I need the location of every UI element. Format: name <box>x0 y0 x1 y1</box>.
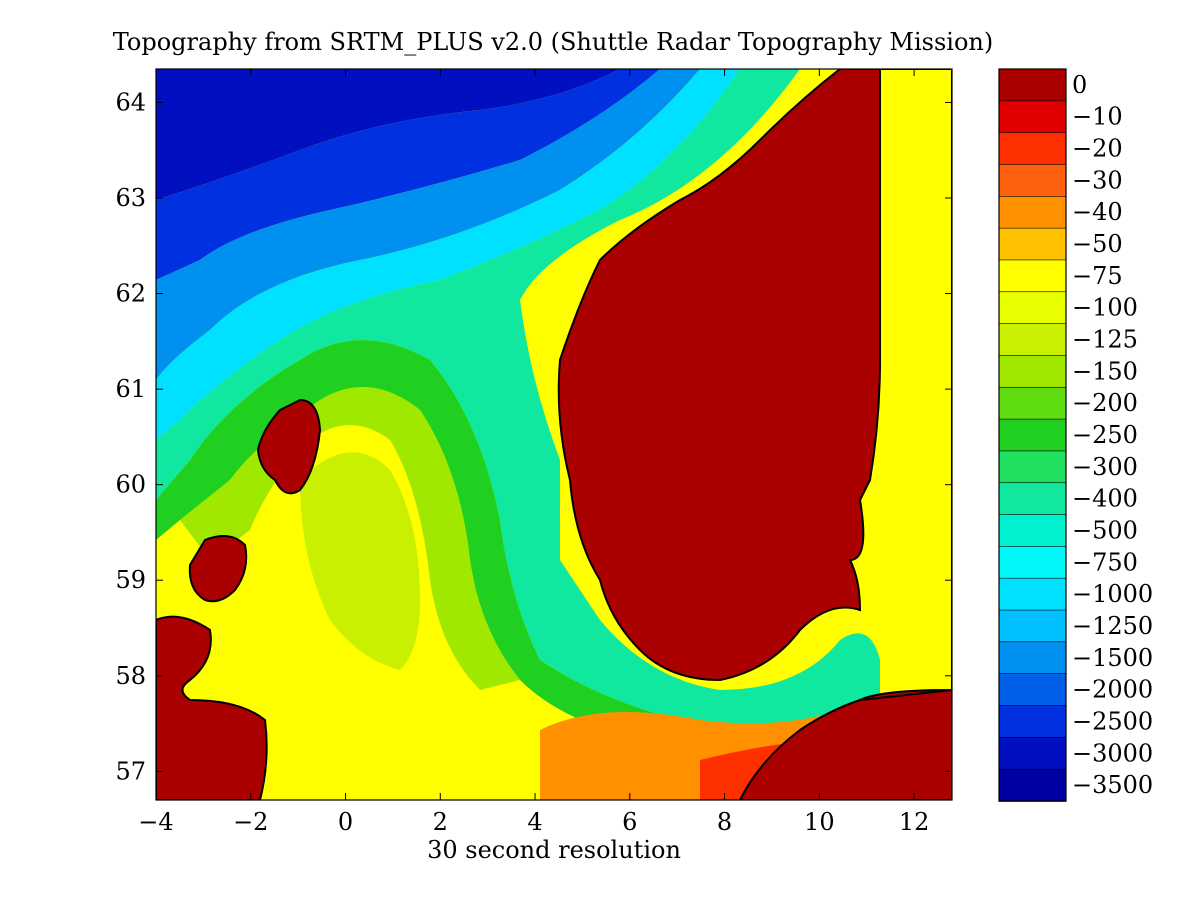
colorbar-level-label: −2500 <box>1072 707 1153 735</box>
colorbar-level-label: −100 <box>1072 294 1138 322</box>
y-tick-label: 57 <box>115 757 146 785</box>
colorbar-level-label: −3000 <box>1072 739 1153 767</box>
colorbar-swatch <box>998 227 1067 261</box>
colorbar-level-label: −1250 <box>1072 612 1153 640</box>
colorbar-swatch <box>998 450 1067 484</box>
y-tick-label: 62 <box>115 280 146 308</box>
land-shetland <box>256 398 322 495</box>
land-norway <box>557 69 952 800</box>
map-area <box>156 69 952 800</box>
colorbar-swatch <box>998 514 1067 548</box>
contour-band-500 <box>156 69 880 730</box>
colorbar-level-label: −300 <box>1072 453 1138 481</box>
x-tick-label: 4 <box>527 808 542 836</box>
colorbar-swatch <box>998 259 1067 293</box>
colorbar-swatch <box>998 705 1067 739</box>
colorbar-swatch <box>998 196 1067 229</box>
colorbar-level-label: −125 <box>1072 326 1138 354</box>
colorbar-level-label: −50 <box>1072 230 1123 258</box>
colorbar-swatch <box>998 673 1067 707</box>
plot-title: Topography from SRTM_PLUS v2.0 (Shuttle … <box>112 28 994 56</box>
colorbar-swatch <box>998 641 1067 675</box>
contour-band-2500 <box>156 69 660 280</box>
x-tick-label: −4 <box>138 808 173 836</box>
land-scotland <box>156 615 268 800</box>
y-axis-ticks: 64 63 62 61 60 59 58 57 <box>115 88 952 785</box>
colorbar-level-label: 0 <box>1072 71 1087 99</box>
x-tick-label: 2 <box>433 808 448 836</box>
colorbar-level-label: −500 <box>1072 516 1138 544</box>
colorbar-swatch <box>998 768 1067 802</box>
colorbar-swatch <box>998 609 1067 643</box>
colorbar-swatch <box>998 164 1067 198</box>
x-tick-label: 0 <box>338 808 353 836</box>
y-tick-label: 59 <box>115 566 146 594</box>
colorbar-swatch <box>998 482 1067 516</box>
contour-band-100 <box>300 452 420 670</box>
colorbar-level-label: −75 <box>1072 262 1123 290</box>
contour-band-1500 <box>156 69 700 380</box>
colorbar-swatch <box>998 546 1067 580</box>
x-tick-label: 8 <box>717 808 732 836</box>
x-tick-label: 12 <box>899 808 930 836</box>
y-tick-label: 61 <box>115 375 146 403</box>
colorbar-swatch <box>998 737 1067 770</box>
colorbar-frame <box>998 68 1067 802</box>
colorbar-swatch <box>998 291 1067 325</box>
y-tick-label: 60 <box>115 471 146 499</box>
colorbar-swatch <box>998 386 1067 420</box>
colorbar-swatch <box>998 323 1067 357</box>
x-tick-label: 10 <box>804 808 835 836</box>
colorbar-level-label: −3500 <box>1072 771 1153 799</box>
colorbar-level-label: −1500 <box>1072 644 1153 672</box>
colorbar-level-label: −750 <box>1072 548 1138 576</box>
x-tick-label: 6 <box>622 808 637 836</box>
colorbar-level-label: −200 <box>1072 389 1138 417</box>
colorbar-level-label: −40 <box>1072 198 1123 226</box>
colorbar-level-label: −400 <box>1072 485 1138 513</box>
colorbar-swatch <box>998 100 1067 134</box>
y-tick-label: 63 <box>115 184 146 212</box>
colorbar-swatch <box>998 418 1067 452</box>
colorbar-swatch <box>998 577 1067 611</box>
colorbar: 0 −10 −20 −30 −40 −50 −75 −100 −125 −150 −200 −250 −… <box>998 68 1153 802</box>
land-denmark <box>738 688 952 800</box>
y-tick-label: 64 <box>115 88 146 116</box>
colorbar-level-label: −10 <box>1072 103 1123 131</box>
colorbar-swatch <box>998 132 1067 166</box>
axes-frame <box>155 68 953 801</box>
x-axis-label: 30 second resolution <box>427 836 681 864</box>
colorbar-swatch <box>998 355 1067 389</box>
colorbar-level-label: −20 <box>1072 135 1123 163</box>
x-tick-label: −2 <box>233 808 268 836</box>
colorbar-level-label: −1000 <box>1072 580 1153 608</box>
y-tick-label: 58 <box>115 662 146 690</box>
land-orkney <box>188 535 248 603</box>
x-axis-ticks: −4 −2 0 2 4 6 8 10 12 <box>138 69 929 836</box>
contour-band-1000 <box>156 69 740 440</box>
contour-band-deep <box>156 69 620 200</box>
colorbar-level-label: −250 <box>1072 421 1138 449</box>
colorbar-level-label: −150 <box>1072 357 1138 385</box>
colorbar-level-label: −2000 <box>1072 676 1153 704</box>
colorbar-level-label: −30 <box>1072 166 1123 194</box>
colorbar-swatch <box>998 68 1067 102</box>
